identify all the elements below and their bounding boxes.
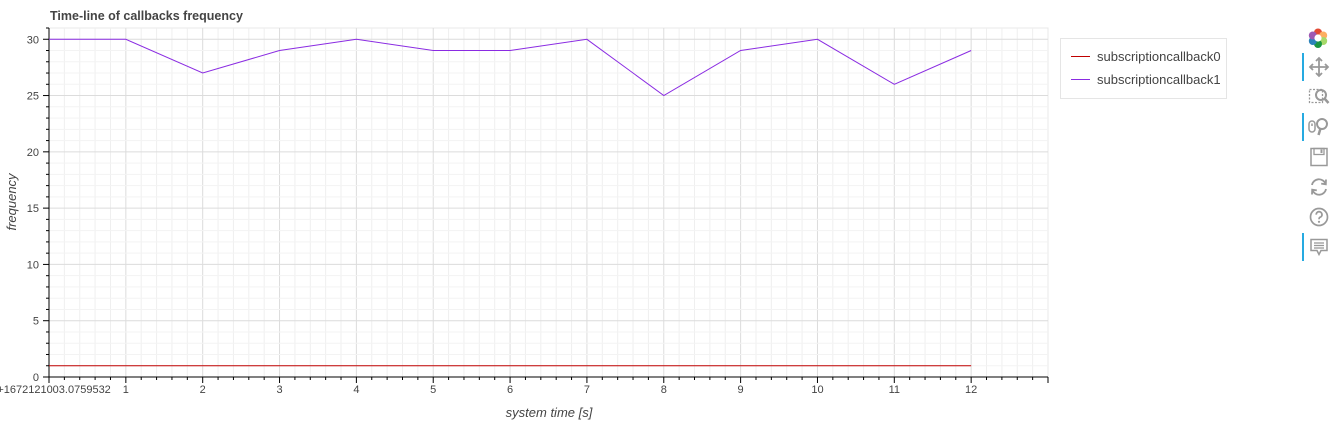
reset-tool[interactable]	[1302, 173, 1332, 201]
x-tick-label: 11	[889, 384, 900, 396]
x-tick-label: 12	[965, 384, 977, 396]
x-tick-label: 8	[661, 384, 667, 396]
axes: 0+1672121003.0759532 1 2 3 4 5 6 7 8 9 10 11 1205101…	[0, 27, 1049, 396]
y-tick-label: 10	[27, 259, 39, 271]
grid-lines	[48, 27, 1049, 378]
box-zoom-tool-icon	[1308, 88, 1330, 104]
x-tick-label: 4	[353, 384, 359, 396]
hover-tool-icon	[1310, 238, 1328, 257]
x-tick-label: 5	[430, 384, 436, 396]
y-tick-label: 5	[33, 316, 39, 328]
pan-tool-icon	[1308, 56, 1330, 78]
save-tool[interactable]	[1302, 143, 1332, 171]
x-tick-label: 1	[123, 384, 129, 396]
bokeh-logo[interactable]	[1302, 24, 1332, 52]
legend: subscriptioncallback0 subscriptioncallba…	[1060, 38, 1227, 99]
chart-title: Time-line of callbacks frequency	[50, 9, 243, 23]
plot-frame	[48, 27, 1049, 378]
y-axis-label: frequency	[4, 172, 19, 231]
y-tick-label: 0	[33, 372, 39, 384]
x-axis-label: system time [s]	[506, 405, 593, 420]
y-tick-label: 25	[27, 91, 39, 103]
legend-label-0: subscriptioncallback0	[1097, 48, 1221, 64]
reset-tool-icon	[1311, 178, 1327, 196]
pan-tool[interactable]	[1302, 53, 1332, 81]
legend-swatch-1	[1071, 78, 1090, 80]
active-indicator	[1302, 233, 1304, 261]
series-line-subscriptioncallback1	[49, 38, 972, 97]
y-tick-label: 30	[27, 34, 39, 46]
box-zoom-tool[interactable]	[1302, 83, 1332, 111]
help-tool[interactable]	[1302, 203, 1332, 231]
wheel-zoom-tool-icon	[1308, 118, 1328, 136]
y-tick-label: 20	[27, 147, 39, 159]
x-tick-label: 3	[276, 384, 282, 396]
series-layer	[49, 38, 972, 367]
save-tool-icon	[1310, 147, 1328, 167]
x-tick-label: 9	[738, 384, 744, 396]
hover-tool[interactable]	[1302, 233, 1332, 261]
legend-item-subscriptioncallback0[interactable]: subscriptioncallback0	[1071, 46, 1221, 66]
bokeh-logo-icon	[1308, 28, 1328, 48]
y-tick-label: 15	[27, 203, 39, 215]
x-tick-label-origin: 0+1672121003.0759532	[0, 384, 111, 396]
x-tick-label: 2	[200, 384, 206, 396]
legend-item-subscriptioncallback1[interactable]: subscriptioncallback1	[1071, 69, 1221, 89]
wheel-zoom-tool[interactable]	[1302, 113, 1332, 141]
legend-label-1: subscriptioncallback1	[1097, 71, 1221, 87]
x-tick-label: 7	[584, 384, 590, 396]
help-tool-icon	[1309, 207, 1329, 227]
active-indicator	[1302, 53, 1304, 81]
active-indicator	[1302, 113, 1304, 141]
legend-swatch-0	[1071, 55, 1090, 57]
x-tick-label: 10	[811, 384, 823, 396]
x-tick-label: 6	[507, 384, 513, 396]
